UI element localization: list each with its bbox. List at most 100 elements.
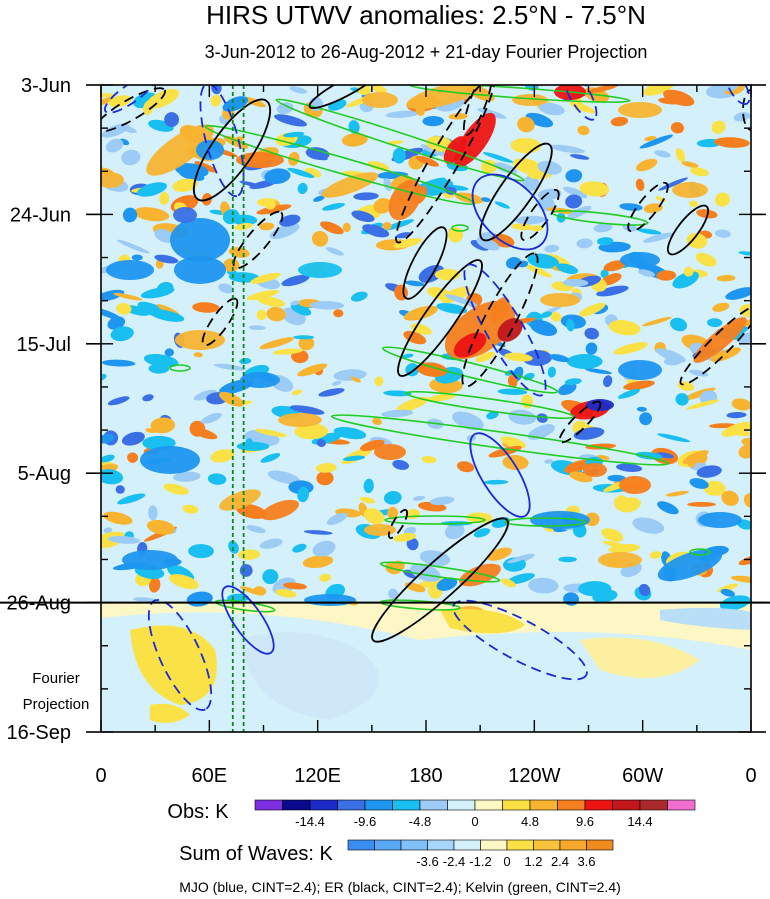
- obs-anomaly-cell: [387, 506, 399, 520]
- colorbar-tick-label: -9.6: [354, 814, 376, 829]
- obs-anomaly-feature: [196, 140, 224, 160]
- obs-anomaly-cell: [578, 581, 612, 597]
- obs-anomaly-cell: [416, 362, 448, 377]
- obs-anomaly-cell: [108, 95, 132, 108]
- obs-anomaly-cell: [670, 122, 684, 134]
- obs-anomaly-cell: [297, 486, 310, 503]
- obs-anomaly-cell: [529, 319, 558, 336]
- reference-longitude-lines: [231, 85, 245, 732]
- obs-anomaly-cell: [283, 131, 305, 138]
- obs-anomaly-cell: [436, 577, 458, 591]
- obs-anomaly-cell: [101, 433, 115, 444]
- obs-anomaly-cell: [726, 411, 747, 419]
- x-axis: 0 60E 120E 180 120W 60W 0: [95, 85, 757, 787]
- obs-anomaly-cell: [421, 456, 437, 464]
- obs-anomaly-feature: [388, 179, 422, 221]
- obs-anomaly-cell: [528, 577, 559, 594]
- obs-anomaly-cell: [686, 232, 708, 249]
- obs-anomaly-cell: [333, 369, 367, 381]
- obs-anomaly-cell: [248, 325, 266, 331]
- obs-anomaly-cell: [140, 287, 175, 299]
- obs-anomaly-cell: [637, 228, 662, 235]
- obs-anomaly-cell: [383, 390, 412, 397]
- obs-anomaly-cell: [538, 102, 565, 116]
- colorbar-swatch: [529, 799, 558, 811]
- obs-anomaly-cell: [547, 366, 556, 378]
- obs-anomaly-cell: [333, 426, 367, 440]
- obs-anomaly-cell: [159, 191, 170, 205]
- kelvin-contour: [379, 561, 501, 583]
- obs-anomaly-feature: [298, 262, 342, 278]
- obs-anomaly-cell: [603, 260, 626, 272]
- obs-anomaly-cell: [219, 391, 244, 407]
- obs-anomaly-cell: [436, 303, 468, 314]
- obs-anomaly-cell: [260, 453, 281, 463]
- obs-anomaly-cell: [549, 354, 570, 363]
- y-tick-label: 3-Jun: [21, 75, 71, 97]
- obs-anomaly-cell: [738, 444, 751, 459]
- obs-anomaly-cell: [154, 228, 175, 243]
- obs-anomaly-cell: [540, 311, 553, 318]
- obs-anomaly-cell: [510, 223, 535, 231]
- obs-anomaly-cell: [707, 318, 723, 328]
- mjo-contour-negative: [199, 85, 245, 198]
- obs-anomaly-cell: [294, 423, 329, 440]
- obs-anomaly-cell: [517, 116, 535, 133]
- obs-anomaly-cell: [643, 232, 674, 243]
- obs-anomaly-cell: [525, 112, 554, 128]
- x-tick-label: 0: [95, 765, 106, 787]
- obs-anomaly-feature: [122, 550, 178, 570]
- colorbar-tick-label: 0: [503, 854, 510, 869]
- obs-anomaly-feature: [598, 552, 642, 568]
- mjo-contour-negative: [452, 599, 588, 681]
- obs-anomaly-cell: [578, 302, 606, 317]
- obs-anomaly-cell: [587, 85, 619, 94]
- obs-anomaly-cell: [619, 203, 643, 211]
- x-tick-label: 120E: [294, 765, 341, 787]
- colorbar-tick-label: 1.2: [524, 854, 542, 869]
- obs-anomaly-cell: [101, 289, 125, 302]
- kelvin-contour: [204, 124, 476, 206]
- er-contour-negative: [395, 85, 495, 244]
- obs-anomaly-cell: [616, 463, 643, 472]
- obs-anomaly-cell: [145, 428, 158, 434]
- obs-anomaly-cell: [350, 291, 368, 302]
- obs-anomaly-cell: [316, 471, 334, 486]
- projection-warm-patch: [130, 625, 217, 705]
- obs-anomaly-cell: [404, 280, 425, 287]
- obs-anomaly-cell: [714, 137, 750, 148]
- obs-anomaly-cell: [636, 406, 647, 412]
- obs-anomaly-cell: [444, 294, 478, 307]
- obs-anomaly-cell: [675, 393, 689, 406]
- obs-anomaly-cell: [105, 138, 124, 153]
- obs-anomaly-cell: [188, 544, 214, 559]
- obs-anomaly-cell: [333, 309, 344, 318]
- obs-anomaly-cell: [315, 463, 337, 473]
- obs-anomaly-cell: [107, 396, 130, 406]
- colorbar-tick-label: -4.8: [409, 814, 431, 829]
- obs-anomaly-cell: [266, 306, 286, 322]
- obs-anomaly-cell: [613, 495, 629, 511]
- obs-anomaly-cell: [494, 201, 510, 209]
- obs-anomaly-cell: [222, 96, 249, 112]
- obs-anomaly-cell: [643, 203, 663, 214]
- colorbar-swatch: [667, 799, 696, 811]
- colorbar-swatch: [533, 839, 561, 851]
- obs-anomaly-feature: [173, 207, 197, 223]
- obs-anomaly-cell: [392, 147, 406, 164]
- obs-anomaly-cell: [289, 405, 325, 415]
- obs-anomaly-cell: [689, 478, 709, 489]
- obs-anomaly-cell: [210, 94, 222, 107]
- obs-anomaly-cell: [359, 496, 376, 504]
- obs-anomaly-cell: [412, 495, 425, 501]
- colorbar-swatch: [480, 839, 508, 851]
- colorbar-swatch: [427, 839, 455, 851]
- obs-anomaly-cell: [476, 237, 500, 251]
- obs-anomaly-cell: [374, 376, 384, 387]
- obs-anomaly-cell: [182, 504, 199, 514]
- obs-anomaly-cell: [649, 551, 663, 559]
- obs-anomaly-cell: [322, 202, 345, 211]
- obs-anomaly-cell: [585, 342, 598, 355]
- obs-anomaly-cell: [415, 155, 439, 167]
- y-axis: 3-Jun 24-Jun 15-Jul 5-Aug 26-Aug 16-Sep: [7, 75, 766, 744]
